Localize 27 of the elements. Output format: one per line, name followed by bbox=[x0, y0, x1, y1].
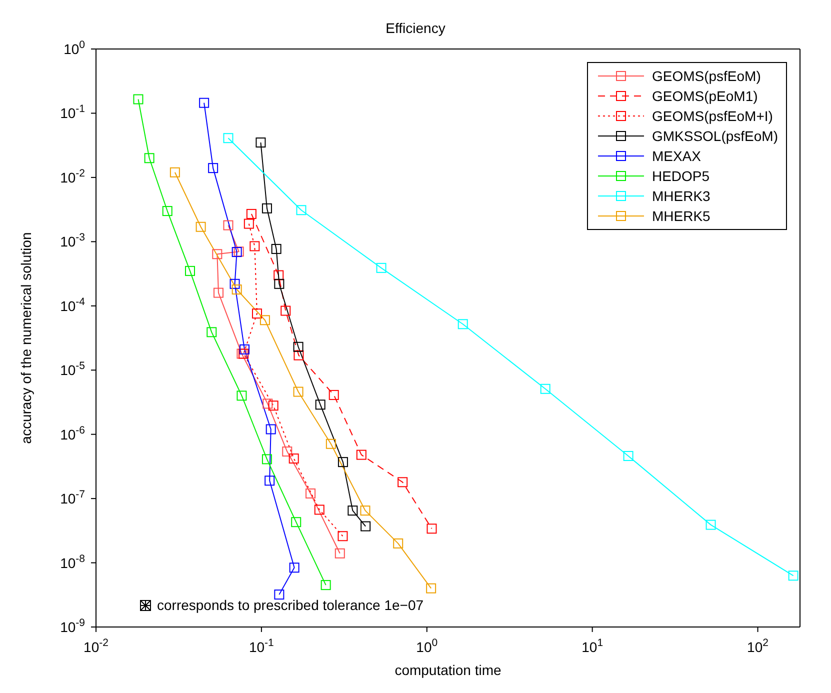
x-tick-label: 10$^{0}$ bbox=[416, 637, 438, 655]
legend-label: MEXAX bbox=[652, 148, 701, 164]
y-tick-label: 10$^{-3}$ bbox=[60, 232, 86, 250]
x-tick-label: 10$^{1}$ bbox=[582, 637, 604, 655]
annotation: corresponds to prescribed tolerance 1e−07 bbox=[157, 597, 424, 613]
y-tick-label: 10$^{-9}$ bbox=[60, 617, 86, 635]
y-tick-label: 10$^{-1}$ bbox=[60, 103, 86, 122]
legend-label: HEDOP5 bbox=[652, 168, 710, 184]
legend-label: GEOMS(psfEoM) bbox=[652, 68, 761, 84]
y-tick-label: 10$^{-4}$ bbox=[60, 296, 86, 314]
x-axis-title: computation time bbox=[394, 662, 502, 678]
x-tick-label: 10$^{-1}$ bbox=[248, 637, 274, 655]
y-tick-label: 10$^{-6}$ bbox=[60, 424, 86, 442]
legend-label: GEOMS(psfEoM+I) bbox=[652, 108, 773, 124]
chart-title: Efficiency bbox=[384, 20, 446, 36]
legend-label: GEOMS(pEoM1) bbox=[652, 88, 758, 104]
legend-label: MHERK5 bbox=[652, 208, 710, 224]
x-tick-label: 10$^{2}$ bbox=[747, 637, 769, 655]
y-tick-label: 10$^{0}$ bbox=[64, 39, 86, 57]
legend-label: GMKSSOL(psfEoM) bbox=[652, 128, 778, 144]
y-tick-label: 10$^{-7}$ bbox=[60, 488, 86, 507]
y-tick-label: 10$^{-8}$ bbox=[60, 552, 86, 571]
legend-label: MHERK3 bbox=[652, 188, 710, 204]
x-tick-label: 10$^{-2}$ bbox=[84, 637, 109, 655]
y-axis-title: accuracy of the numerical solution bbox=[18, 232, 34, 444]
y-tick-label: 10$^{-5}$ bbox=[60, 360, 86, 378]
y-tick-label: 10$^{-2}$ bbox=[60, 167, 86, 186]
